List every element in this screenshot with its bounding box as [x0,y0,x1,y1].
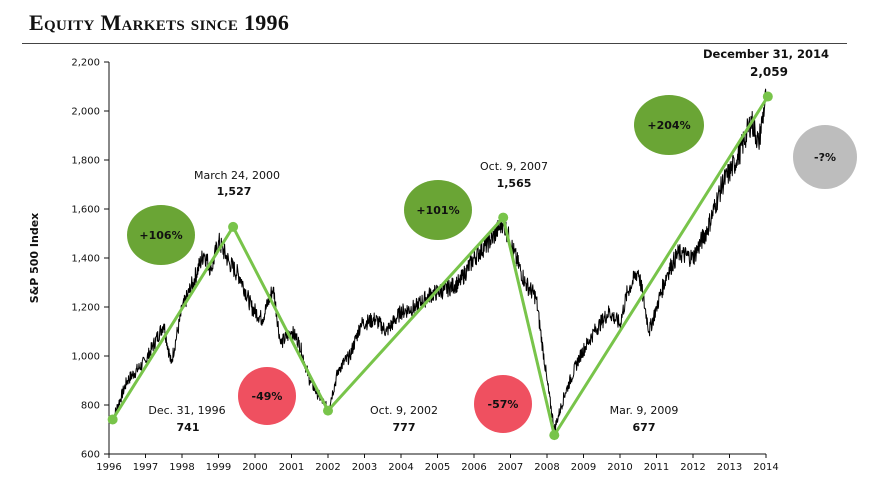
x-tick-label: 2014 [753,462,778,473]
bubble-label: +204% [647,119,690,132]
annotation-date-2007: Oct. 9, 2007 [480,160,548,173]
bubble-shape [793,125,857,189]
x-tick-label: 2001 [279,462,304,473]
annotation-date-2014: December 31, 2014 [703,47,829,61]
trend-segment [501,216,556,437]
bubble-gain-1996-2000: +106% [127,205,195,265]
bubble-label: -?% [814,151,836,164]
trend-segment [326,216,505,413]
x-tick-label: 2004 [388,462,413,473]
x-ticks: 1996 1997 1998 1999 2000 2001 2002 2003 2004 2005… [96,454,779,473]
x-tick-label: 2002 [315,462,340,473]
y-tick-label: 800 [81,401,100,412]
x-tick-label: 1998 [169,462,194,473]
y-tick-label: 2,200 [71,58,100,69]
annotation-value-2009: 677 [633,421,656,434]
x-tick-label: 1997 [133,462,158,473]
y-tick-label: 600 [81,450,100,461]
x-tick-label: 2005 [425,462,450,473]
trend-point [762,91,773,102]
trend-series [107,91,773,441]
y-ticks: 600 800 1,000 1,200 1,400 1,600 1,800 2,000 2,20… [71,58,109,461]
x-tick-label: 2009 [571,462,596,473]
bubble-label: +106% [139,229,182,242]
annotation-value-2002: 777 [393,421,416,434]
bubble-shape [127,205,195,265]
x-tick-label: 2006 [461,462,486,473]
bubble-label: +101% [416,204,459,217]
y-tick-label: 1,600 [71,205,100,216]
chart-title: Equity Markets since 1996 [29,10,290,35]
annotations: Dec. 31, 1996 741 March 24, 2000 1,527 O… [148,47,829,434]
bubble-shape [634,95,704,155]
x-tick-label: 2010 [607,462,632,473]
x-tick-label: 2008 [534,462,559,473]
x-tick-label: 2011 [644,462,669,473]
bubble-shape [474,375,532,433]
bubble-unknown-future: -?% [793,125,857,189]
trend-point [498,212,509,223]
annotation-date-2009: Mar. 9, 2009 [610,404,679,417]
bubble-shape [404,180,472,240]
trend-point [549,430,560,441]
x-tick-label: 2003 [352,462,377,473]
y-tick-label: 1,200 [71,303,100,314]
y-tick-label: 1,400 [71,254,100,265]
bubble-gain-2009-2014: +204% [634,95,704,155]
trend-point [107,414,118,425]
bubble-label: -49% [252,390,283,403]
trend-segment [111,225,235,421]
annotation-value-1996: 741 [177,421,200,434]
price-series [112,88,767,432]
annotation-date-2000: March 24, 2000 [194,169,280,182]
bubble-label: -57% [488,398,519,411]
annotation-date-2002: Oct. 9, 2002 [370,404,438,417]
y-tick-label: 1,000 [71,352,100,363]
title-divider [22,43,847,44]
trend-segment [231,225,330,413]
axes: 600 800 1,000 1,200 1,400 1,600 1,800 2,000 2,20… [71,58,778,474]
price-line [112,88,767,432]
annotation-value-2014: 2,059 [750,65,788,79]
x-tick-label: 1996 [96,462,121,473]
bubble-gain-2002-2007: +101% [404,180,472,240]
bubble-loss-2007-2009: -57% [474,375,532,433]
bubble-shape [238,367,296,425]
annotation-value-2000: 1,527 [217,185,252,198]
annotation-date-1996: Dec. 31, 1996 [148,404,225,417]
y-tick-label: 1,800 [71,156,100,167]
annotation-value-2007: 1,565 [497,177,532,190]
x-tick-label: 2013 [717,462,742,473]
x-tick-label: 2007 [498,462,523,473]
y-tick-label: 2,000 [71,107,100,118]
x-tick-label: 2012 [680,462,705,473]
trend-point [323,405,333,416]
bubble-loss-2000-2002: -49% [238,367,296,425]
y-axis-label: S&P 500 Index [28,213,41,304]
trend-segment [552,95,770,437]
bubbles: +106% -49% +101% -57% +204% -?% [127,95,857,433]
trend-point [228,221,239,232]
x-tick-label: 1999 [206,462,231,473]
x-tick-label: 2000 [242,462,267,473]
